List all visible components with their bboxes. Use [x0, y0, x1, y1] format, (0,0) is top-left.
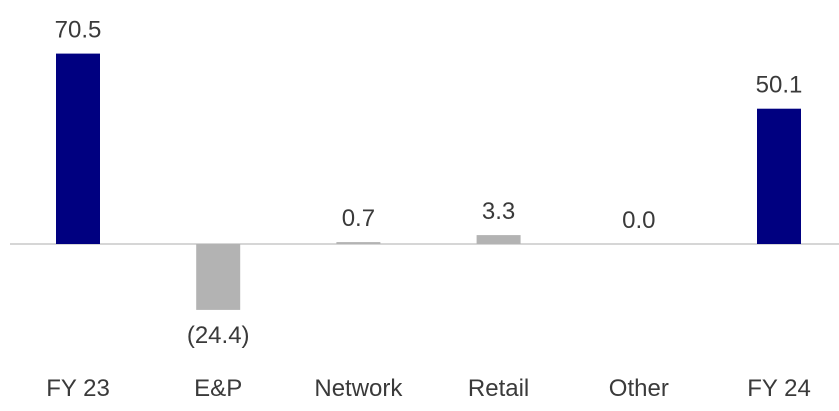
category-label-fy-24: FY 24	[747, 375, 811, 402]
bar-network	[336, 242, 381, 244]
bars-group	[56, 53, 801, 310]
value-labels-group: 70.5 (24.4) 0.7 3.3 0.0 50.1	[55, 17, 803, 349]
category-label-eandp: E&P	[194, 375, 242, 402]
bar-fy-24	[757, 108, 801, 244]
category-label-other: Other	[609, 375, 669, 402]
value-label-other: 0.0	[622, 207, 655, 234]
value-label-network: 0.7	[342, 205, 375, 232]
category-label-network: Network	[314, 375, 403, 402]
category-label-fy-23: FY 23	[46, 375, 110, 402]
value-label-eandp: (24.4)	[187, 322, 250, 349]
category-labels-group: FY 23 E&P Network Retail Other FY 24	[46, 375, 811, 402]
value-label-fy-23: 70.5	[55, 17, 102, 44]
bar-retail	[476, 235, 521, 244]
value-label-fy-24: 50.1	[756, 72, 803, 99]
bar-eandp	[196, 244, 241, 310]
bar-fy-23	[56, 53, 100, 244]
value-label-retail: 3.3	[482, 198, 515, 225]
category-label-retail: Retail	[468, 375, 529, 402]
